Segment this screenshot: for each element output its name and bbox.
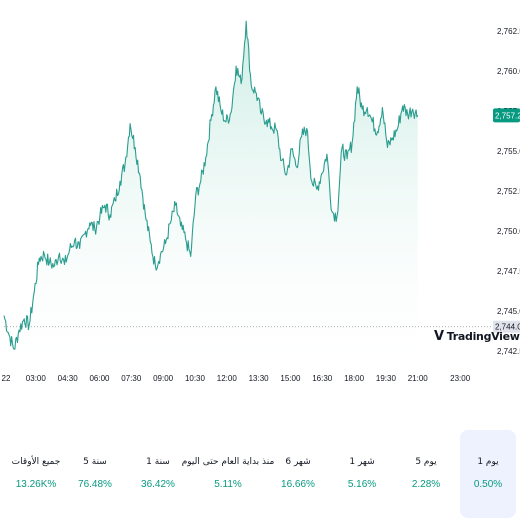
period-6-months[interactable]: 6 شهر 16.66%: [270, 430, 326, 518]
x-tick-label: 04:30: [58, 374, 79, 383]
y-tick-label: 2,760.000: [497, 67, 520, 76]
period-value: 5.16%: [347, 479, 377, 490]
period-label: 5 يوم: [415, 457, 437, 467]
y-tick-label: 2,752.500: [497, 187, 520, 196]
period-value: 16.66%: [281, 479, 315, 490]
last-price-label: 2,757.217: [495, 111, 520, 120]
previous-close-label: 2,744.005: [495, 323, 520, 332]
period-1-day[interactable]: 1 يوم 0.50%: [460, 430, 516, 518]
x-tick-label: 19:30: [376, 374, 397, 383]
period-value: 2.28%: [411, 479, 441, 490]
performance-bar: جميع الأوقات 13.26K% 5 سنة 76.48% 1 سنة …: [0, 430, 520, 520]
y-tick-label: 2,762.500: [497, 27, 520, 36]
x-tick-label: 12:00: [217, 374, 238, 383]
tradingview-logo-text: TradingView: [446, 330, 520, 343]
period-label: 1 شهر: [349, 457, 375, 467]
y-axis: 2,762.5002,760.0002,757.5002,755.0002,75…: [497, 27, 520, 356]
x-tick-label: 18:00: [344, 374, 365, 383]
y-tick-label: 2,755.000: [497, 147, 520, 156]
x-tick-label: 06:00: [89, 374, 110, 383]
price-line-path: [3, 20, 419, 350]
price-chart[interactable]: 2,762.5002,760.0002,757.5002,755.0002,75…: [0, 0, 520, 400]
period-1-year[interactable]: 1 سنة 36.42%: [130, 430, 186, 518]
period-value: 13.26K%: [15, 479, 57, 490]
price-badges: 2,744.005 2,757.217: [493, 108, 520, 333]
area-fill: [4, 21, 418, 362]
period-label: 1 سنة: [146, 457, 170, 467]
previous-close-badge: [493, 320, 520, 333]
period-label: جميع الأوقات: [11, 457, 61, 467]
period-value: 5.11%: [214, 479, 242, 490]
x-tick-label: 03:00: [26, 374, 47, 383]
period-label: منذ بداية العام حتى اليوم: [181, 457, 275, 467]
x-tick-label: 21:00: [408, 374, 429, 383]
x-tick-label: 15:00: [280, 374, 301, 383]
period-label: 5 سنة: [83, 457, 107, 467]
x-tick-label: 09:00: [153, 374, 174, 383]
period-value: 0.50%: [473, 479, 503, 490]
x-tick-label: 07:30: [121, 374, 142, 383]
period-ytd[interactable]: منذ بداية العام حتى اليوم 5.11%: [182, 430, 275, 518]
period-label: 1 يوم: [477, 457, 499, 467]
y-tick-label: 2,750.000: [497, 227, 520, 236]
y-tick-label: 2,742.500: [497, 347, 520, 356]
last-price-badge: [493, 108, 520, 123]
x-tick-label: 10:30: [185, 374, 206, 383]
period-value: 76.48%: [78, 479, 112, 490]
x-tick-label: 22: [2, 374, 11, 383]
x-tick-label: 23:00: [450, 374, 471, 383]
period-all-time[interactable]: جميع الأوقات 13.26K%: [8, 430, 64, 518]
x-tick-label: 13:30: [249, 374, 270, 383]
y-tick-label: 2,747.500: [497, 267, 520, 276]
y-tick-label: 2,745.000: [497, 307, 520, 316]
tradingview-logo-icon: 𝗩: [434, 329, 444, 344]
period-value: 36.42%: [141, 479, 175, 490]
area-fill-path: [4, 21, 418, 362]
period-5-days[interactable]: 5 يوم 2.28%: [398, 430, 454, 518]
price-line: [3, 20, 419, 350]
period-label: 6 شهر: [285, 457, 311, 467]
period-5-years[interactable]: 5 سنة 76.48%: [67, 430, 123, 518]
tradingview-watermark: 𝗩 TradingView: [434, 329, 520, 344]
x-axis: 22 03:00 04:30 06:00 07:30 09:00 10:30 12:00 13:…: [2, 374, 471, 383]
x-tick-label: 16:30: [312, 374, 333, 383]
period-1-month[interactable]: 1 شهر 5.16%: [334, 430, 390, 518]
